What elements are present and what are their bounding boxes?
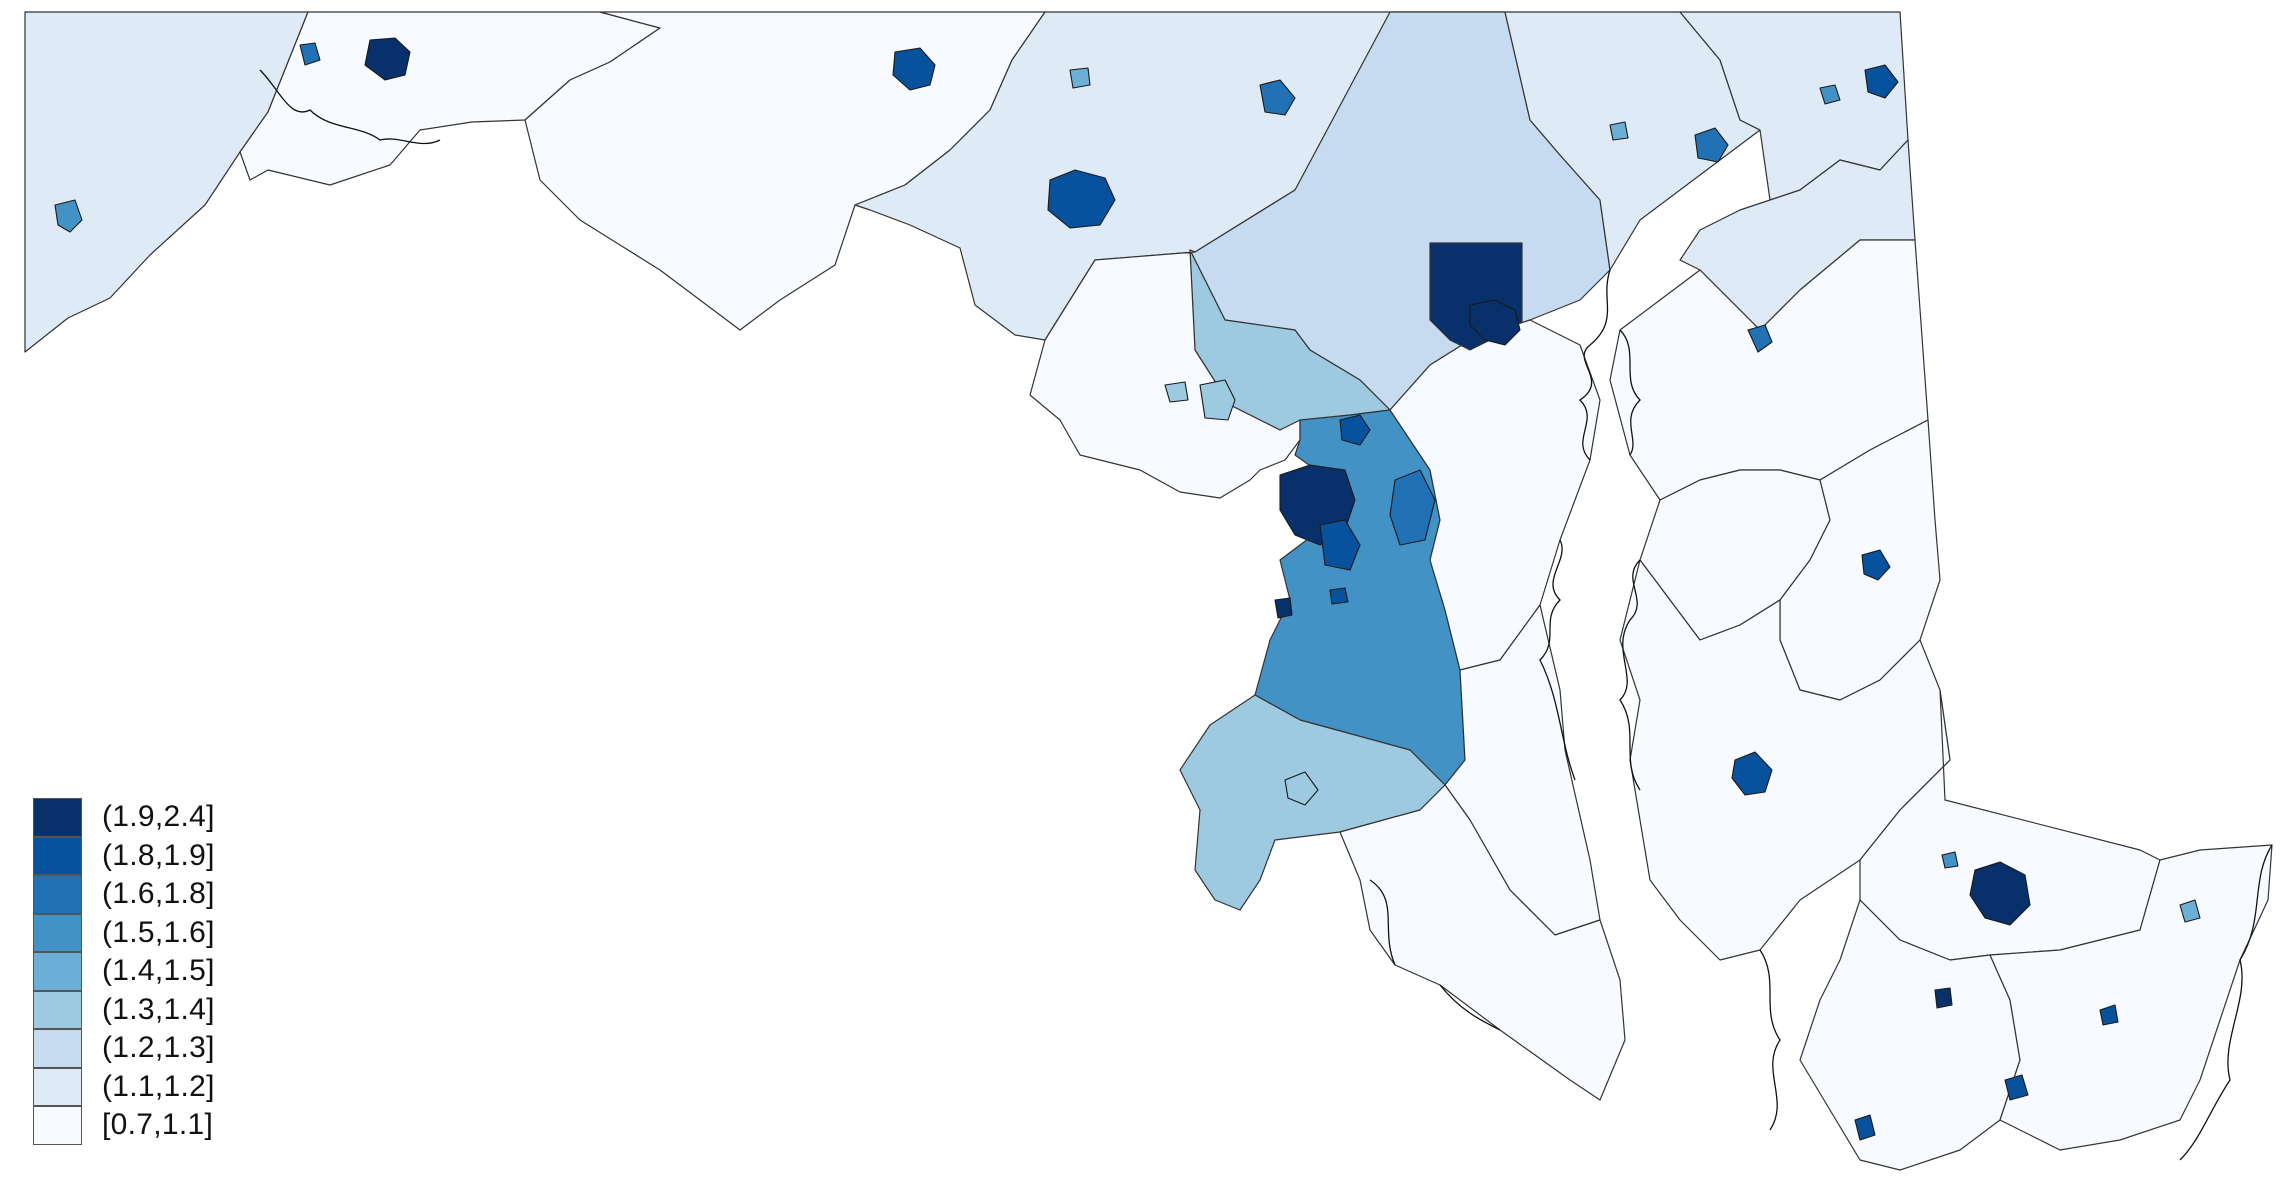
legend-item: (1.4,1.5] [33,952,215,991]
place-easton[interactable] [1861,549,1891,581]
place-pg-south[interactable] [1274,597,1293,619]
legend-swatch [33,913,82,952]
legend-swatch [33,1029,82,1068]
region-garrett[interactable] [24,11,309,353]
coastline-details [259,69,2273,1161]
legend-swatch [33,952,82,991]
legend-swatch [33,798,82,837]
legend-label: (1.3,1.4] [102,992,215,1026]
county-regions [24,11,2273,1171]
place-frederick-small[interactable] [1069,67,1091,89]
legend-label: (1.9,2.4] [102,800,215,834]
legend-item: (1.6,1.8] [33,875,215,914]
place-pg-mid[interactable] [1329,587,1349,605]
legend-item: (1.2,1.3] [33,1029,215,1068]
place-oakland[interactable] [54,199,83,233]
place-princess-anne[interactable] [1934,987,1953,1009]
place-charles-waldorf[interactable] [1284,771,1319,806]
place-berlin[interactable] [2099,1004,2119,1026]
region-montgomery[interactable] [1029,249,1301,499]
legend-item: (1.3,1.4] [33,990,215,1029]
legend-item: (1.9,2.4] [33,798,215,837]
legend-label: (1.2,1.3] [102,1031,215,1065]
legend-label: (1.4,1.5] [102,954,215,988]
place-hagerstown[interactable] [892,47,936,91]
place-chestertown[interactable] [1747,324,1773,353]
place-howard-ellicott[interactable] [1199,379,1236,421]
incorporated-places [54,37,2201,1141]
place-delmar[interactable] [1941,851,1959,869]
place-cambridge[interactable] [1731,751,1773,796]
place-pocomoke[interactable] [2004,1074,2029,1101]
legend-label: (1.6,1.8] [102,877,215,911]
region-worcester[interactable] [1989,844,2273,1151]
legend-swatch [33,990,82,1029]
region-somerset[interactable] [1799,899,2021,1171]
legend-item: (1.1,1.2] [33,1067,215,1106]
legend: (1.9,2.4] (1.8,1.9] (1.6,1.8] (1.5,1.6] … [33,798,215,1145]
place-montgomery-germantown[interactable] [1164,381,1189,403]
place-cumberland[interactable] [364,37,411,81]
place-frederick-city[interactable] [1047,169,1116,229]
legend-swatch [33,836,82,875]
legend-item: (1.8,1.9] [33,836,215,875]
place-laurel[interactable] [1339,414,1371,446]
place-cluster-silver-spring[interactable] [1319,519,1361,571]
legend-swatch [33,875,82,914]
place-havre-de-grace[interactable] [1694,127,1729,163]
legend-swatch [33,1067,82,1106]
legend-item: [0.7,1.1] [33,1106,215,1145]
place-ocean-city[interactable] [2179,899,2201,923]
legend-label: (1.8,1.9] [102,838,215,872]
place-cluster-gaithersburg[interactable] [1389,469,1436,546]
region-charles[interactable] [1179,694,1446,911]
place-salisbury[interactable] [1969,861,2031,926]
region-st-marys[interactable] [1339,784,1626,1101]
place-north-east[interactable] [1819,84,1841,105]
place-crisfield[interactable] [1854,1114,1876,1141]
legend-label: (1.1,1.2] [102,1069,215,1103]
place-aberdeen[interactable] [1609,121,1629,141]
place-elkton[interactable] [1864,64,1899,99]
legend-label: [0.7,1.1] [102,1108,214,1142]
legend-swatch [33,1106,82,1145]
place-baltimore-harbor[interactable] [1469,299,1521,346]
place-frostburg[interactable] [299,42,321,66]
legend-item: (1.5,1.6] [33,913,215,952]
place-westminster[interactable] [1259,79,1296,116]
legend-label: (1.5,1.6] [102,915,215,949]
